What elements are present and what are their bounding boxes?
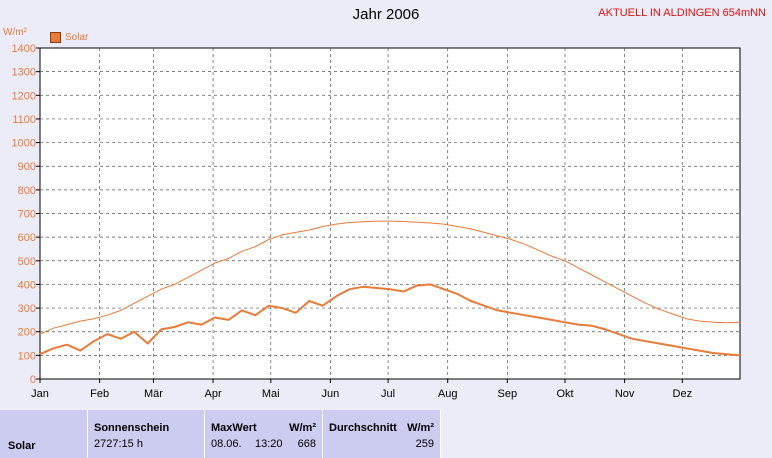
avg-header: Durchschnitt bbox=[329, 422, 397, 434]
avg-value: 259 bbox=[415, 438, 434, 450]
y-tick-label: 1300 bbox=[12, 67, 36, 79]
y-axis-unit: W/m² bbox=[3, 27, 27, 38]
y-tick-label: 900 bbox=[18, 161, 36, 173]
x-tick-label: Apr bbox=[205, 388, 222, 400]
y-tick-label: 800 bbox=[18, 185, 36, 197]
x-tick-label: Dez bbox=[673, 388, 693, 400]
y-tick-label: 600 bbox=[18, 232, 36, 244]
sunshine-value: 2727:15 h bbox=[94, 438, 143, 450]
y-tick-label: 300 bbox=[18, 303, 36, 315]
legend-swatch bbox=[50, 32, 61, 43]
y-tick-label: 1400 bbox=[12, 43, 36, 55]
y-tick-label: 1100 bbox=[12, 114, 36, 126]
location-label: AKTUELL IN ALDINGEN 654mNN bbox=[598, 7, 766, 19]
y-tick-label: 400 bbox=[18, 279, 36, 291]
legend: Solar bbox=[50, 32, 88, 43]
x-tick-label: Mär bbox=[144, 388, 163, 400]
max-cell: MaxWert W/m² 08.06. 13:20 668 bbox=[205, 410, 323, 458]
avg-unit: W/m² bbox=[407, 422, 434, 434]
max-unit: W/m² bbox=[289, 422, 316, 434]
x-tick-label: Okt bbox=[556, 388, 573, 400]
legend-label: Solar bbox=[65, 32, 89, 43]
stats-panel: Solar Sonnenschein 2727:15 h MaxWert W/m… bbox=[0, 410, 772, 458]
y-tick-label: 700 bbox=[18, 209, 36, 221]
stats-row-label: Solar bbox=[8, 440, 36, 452]
x-tick-label: Feb bbox=[90, 388, 109, 400]
max-time: 13:20 bbox=[255, 438, 283, 450]
y-tick-label: 500 bbox=[18, 256, 36, 268]
avg-cell: Durchschnitt W/m² 259 bbox=[323, 410, 441, 458]
max-header: MaxWert bbox=[211, 422, 257, 434]
x-tick-label: Jul bbox=[381, 388, 395, 400]
y-tick-label: 200 bbox=[18, 327, 36, 339]
x-tick-label: Mai bbox=[262, 388, 280, 400]
stats-row-label-cell: Solar bbox=[0, 410, 88, 458]
y-tick-label: 1000 bbox=[12, 138, 36, 150]
max-value: 668 bbox=[297, 438, 316, 450]
series-line-mean bbox=[39, 283, 741, 357]
y-tick-label: 1200 bbox=[12, 90, 36, 102]
x-tick-label: Aug bbox=[438, 388, 458, 400]
solar-chart: 0 100 200 300 400 500 600 700 800 900 1000 1100 1200… bbox=[12, 43, 741, 400]
sunshine-cell: Sonnenschein 2727:15 h bbox=[88, 410, 205, 458]
y-tick-label: 0 bbox=[30, 374, 36, 386]
x-tick-label: Sep bbox=[498, 388, 518, 400]
max-date: 08.06. bbox=[211, 438, 242, 450]
x-tick-label: Nov bbox=[615, 388, 635, 400]
chart-title: Jahr 2006 bbox=[352, 6, 420, 23]
y-tick-label: 100 bbox=[18, 350, 36, 362]
sunshine-header: Sonnenschein bbox=[94, 422, 170, 434]
series-line-max bbox=[39, 220, 741, 335]
x-tick-label: Jun bbox=[322, 388, 340, 400]
x-tick-label: Jan bbox=[31, 388, 49, 400]
